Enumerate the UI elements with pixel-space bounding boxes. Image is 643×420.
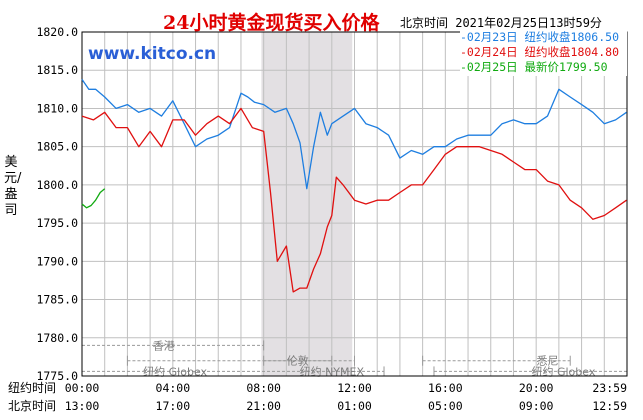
chart-legend: -02月23日 纽约收盘1806.50 -02月24日 纽约收盘1804.80 … — [460, 30, 627, 76]
bj-time-tick-label: 21:00 — [246, 399, 281, 413]
page-title: 24小时黄金现货买入价格 — [163, 12, 380, 34]
market-label: 纽约 Globex — [531, 364, 595, 378]
y-tick-label: 1820.0 — [36, 25, 78, 39]
market-label: 悉尼 — [537, 355, 559, 368]
bj-time-tick-label: 01:00 — [337, 399, 372, 413]
bj-time-tick-label: 05:00 — [428, 399, 463, 413]
market-label: 纽约 NYMEX — [300, 364, 365, 378]
beijing-datetime: 北京时间 2021年02月25日13时59分 — [400, 16, 602, 30]
market-label: 纽约 Globex — [143, 364, 207, 378]
legend-item-feb25: -02月25日 最新价1799.50 — [460, 60, 608, 74]
ny-time-row-label: 纽约时间 — [8, 380, 56, 395]
y-tick-label: 1810.0 — [36, 101, 78, 115]
ny-time-tick-label: 20:00 — [519, 381, 554, 395]
legend-item-feb23: -02月23日 纽约收盘1806.50 — [460, 30, 620, 44]
site-watermark: www.kitco.cn — [88, 44, 217, 64]
ny-time-tick-label: 08:00 — [246, 381, 281, 395]
bj-time-tick-label: 12:59 — [592, 399, 627, 413]
y-tick-label: 1790.0 — [36, 254, 78, 268]
bj-time-tick-label: 13:00 — [65, 399, 100, 413]
market-label: 伦敦 — [287, 354, 309, 368]
ny-time-tick-label: 12:00 — [337, 381, 372, 395]
y-tick-label: 1780.0 — [36, 331, 78, 345]
ny-time-tick-label: 00:00 — [65, 381, 100, 395]
ny-time-tick-label: 16:00 — [428, 381, 463, 395]
bj-time-row-label: 北京时间 — [8, 399, 56, 413]
market-label: 香港 — [153, 339, 175, 352]
y-tick-label: 1800.0 — [36, 178, 78, 192]
y-tick-label: 1815.0 — [36, 63, 78, 77]
series-line-3 — [81, 188, 106, 209]
ny-time-tick-label: 04:00 — [156, 381, 191, 395]
y-tick-label: 1775.0 — [36, 369, 78, 383]
bj-time-tick-label: 17:00 — [156, 399, 191, 413]
y-axis-label: 美元/盎司 — [4, 155, 22, 218]
y-tick-label: 1795.0 — [36, 216, 78, 230]
series-line-2 — [81, 107, 627, 293]
bj-time-tick-label: 09:00 — [519, 399, 554, 413]
nymex-session-band — [261, 32, 353, 376]
ny-time-tick-label: 23:59 — [592, 381, 627, 395]
series-line-1 — [81, 79, 627, 190]
y-tick-label: 1785.0 — [36, 293, 78, 307]
y-tick-label: 1805.0 — [36, 140, 78, 154]
legend-item-feb24: -02月24日 纽约收盘1804.80 — [460, 45, 620, 59]
